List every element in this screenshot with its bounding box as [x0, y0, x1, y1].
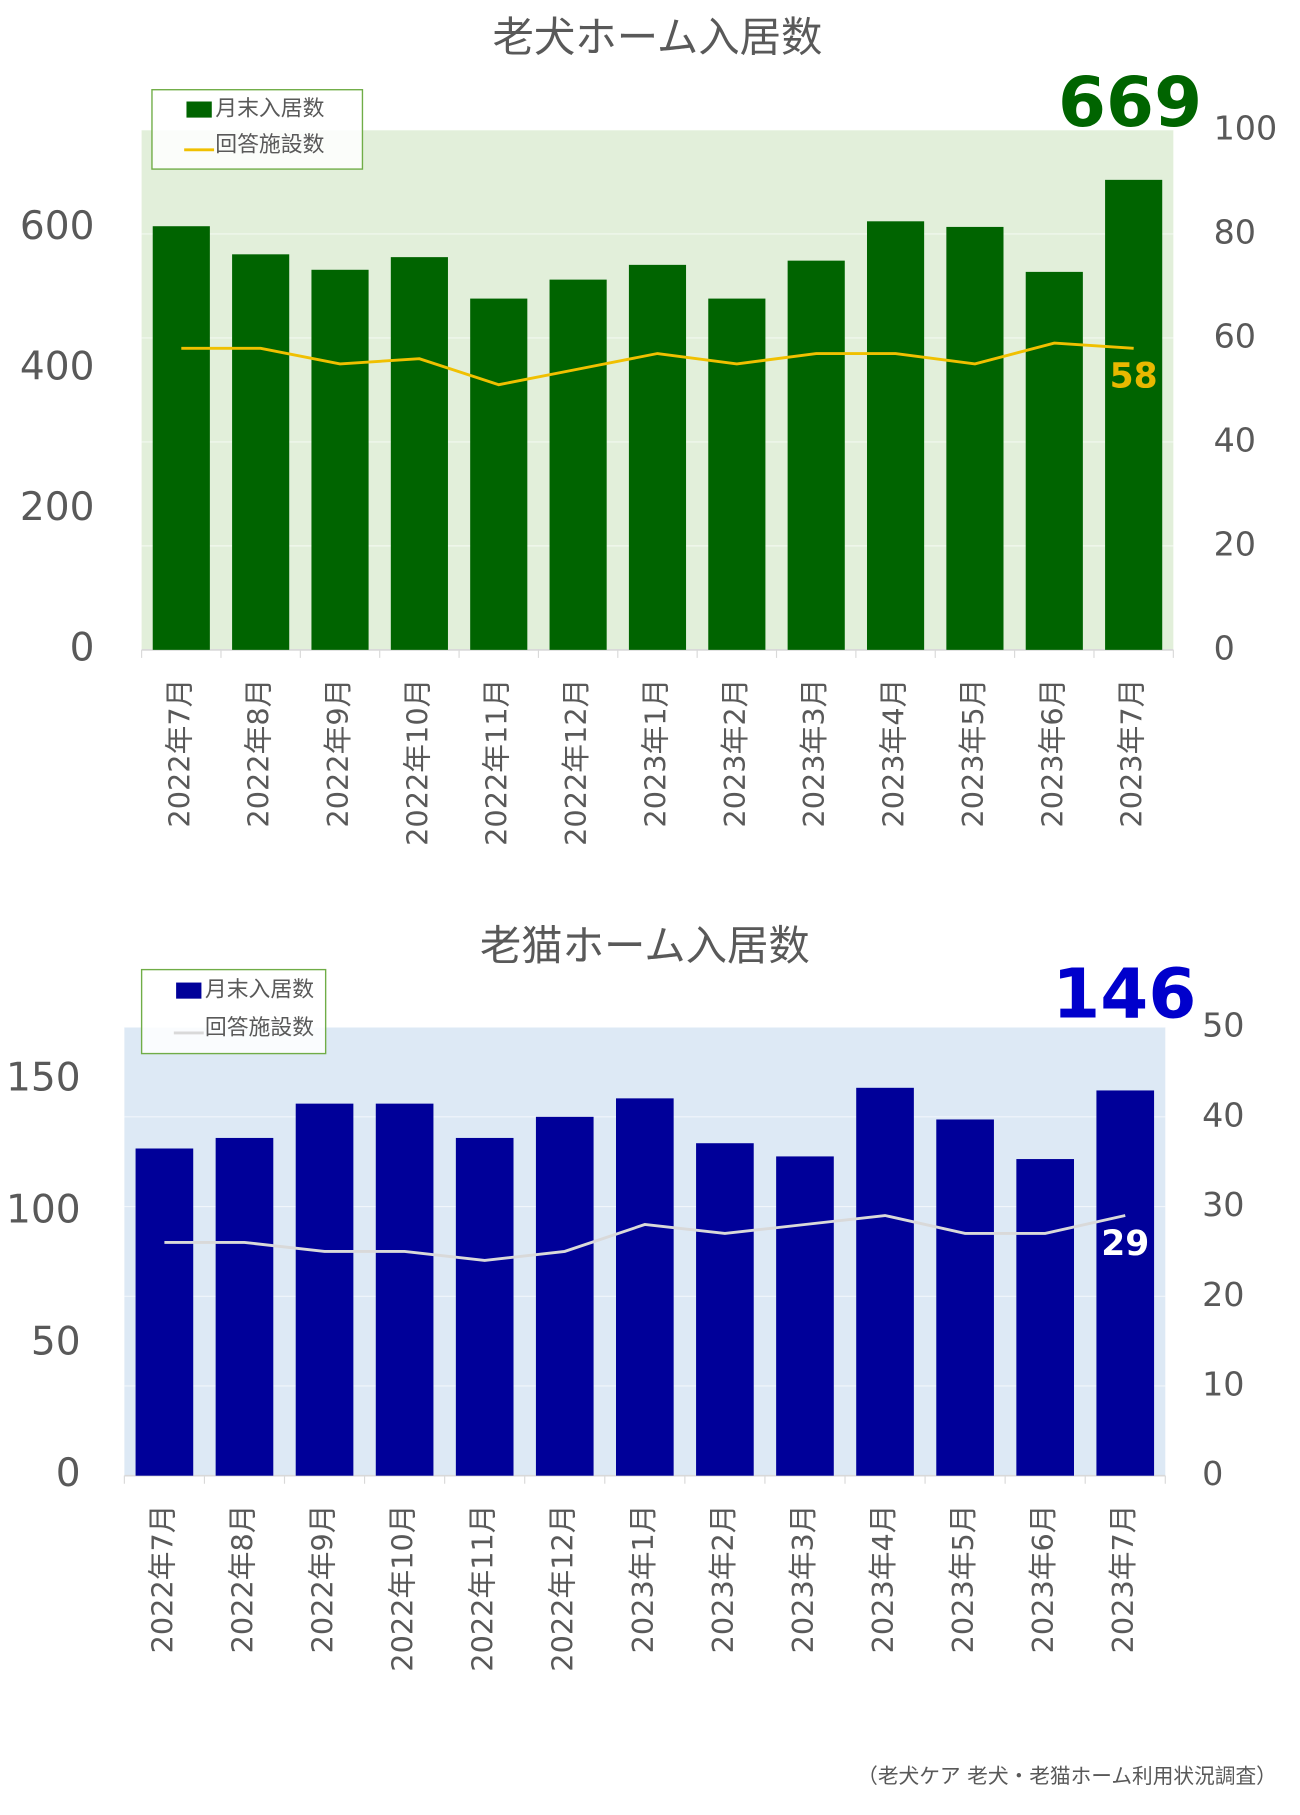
bar	[787, 260, 845, 650]
y2-tick-label: 30	[1202, 1185, 1244, 1224]
x-tick-label: 2023年1月	[638, 679, 672, 828]
highlight-value: 669	[1058, 63, 1202, 143]
y2-tick-label: 80	[1214, 212, 1256, 251]
bar	[1016, 1159, 1075, 1476]
x-tick-label: 2023年3月	[797, 679, 831, 828]
highlight-value: 146	[1052, 954, 1196, 1034]
bar	[856, 1087, 914, 1476]
x-tick-label: 2022年7月	[162, 679, 196, 828]
legend-box	[140, 968, 327, 1055]
bar	[470, 298, 528, 650]
x-tick-label: 2023年7月	[1106, 1504, 1140, 1653]
bar	[135, 1148, 194, 1476]
legend-label: 回答施設数	[205, 1015, 314, 1040]
y2-tick-label: 50	[1202, 1006, 1244, 1045]
bar	[1096, 1090, 1155, 1476]
bar	[215, 1137, 274, 1476]
x-tick-label: 2023年3月	[786, 1504, 820, 1653]
y-tick-label: 600	[20, 204, 95, 249]
x-tick-label: 2022年9月	[321, 679, 355, 828]
x-tick-label: 2022年12月	[546, 1504, 580, 1671]
bar	[295, 1103, 354, 1476]
legend-label: 月末入居数	[215, 97, 324, 122]
bar	[615, 1098, 674, 1476]
y2-tick-label: 20	[1214, 524, 1256, 563]
y2-tick-label: 0	[1202, 1454, 1223, 1493]
y-tick-label: 150	[6, 1055, 81, 1100]
bar	[535, 1116, 594, 1476]
x-tick-label: 2022年11月	[480, 679, 514, 846]
y2-tick-label: 40	[1214, 420, 1256, 459]
bar	[628, 264, 687, 650]
x-tick-label: 2022年12月	[559, 679, 593, 846]
x-tick-label: 2023年1月	[626, 1504, 660, 1653]
bar	[866, 221, 925, 650]
bar	[696, 1143, 754, 1476]
x-tick-label: 2022年10月	[386, 1504, 420, 1671]
y2-tick-label: 20	[1202, 1275, 1244, 1314]
x-tick-label: 2023年5月	[956, 679, 990, 828]
y-tick-label: 0	[56, 1451, 81, 1496]
legend-label: 月末入居数	[205, 978, 314, 1003]
bar	[232, 254, 290, 650]
y-tick-label: 100	[6, 1187, 81, 1232]
legend-swatch	[176, 982, 202, 999]
x-tick-label: 2022年11月	[466, 1504, 500, 1671]
y-tick-label: 50	[31, 1319, 81, 1364]
x-tick-label: 2023年4月	[877, 679, 911, 828]
y-tick-label: 200	[20, 485, 95, 530]
y2-tick-label: 100	[1214, 108, 1278, 147]
y-tick-label: 400	[20, 344, 95, 389]
bar	[549, 279, 607, 650]
legend-swatch	[186, 101, 212, 118]
x-tick-label: 2023年4月	[866, 1504, 900, 1653]
y-tick-label: 0	[70, 625, 95, 670]
line-end-value: 58	[1110, 357, 1158, 397]
bar	[936, 1119, 994, 1476]
bar	[1025, 271, 1083, 650]
x-tick-label: 2023年6月	[1035, 679, 1069, 828]
line-end-value: 29	[1101, 1224, 1149, 1264]
bar	[311, 269, 369, 650]
line-series	[164, 1214, 1126, 1262]
bar	[152, 226, 210, 650]
x-tick-label: 2023年5月	[946, 1504, 980, 1653]
x-tick-label: 2022年10月	[400, 679, 434, 846]
x-tick-label: 2023年2月	[718, 679, 752, 828]
x-tick-label: 2022年8月	[242, 679, 276, 828]
x-tick-label: 2023年2月	[706, 1504, 740, 1653]
bar	[390, 257, 448, 650]
x-tick-label: 2022年7月	[145, 1504, 179, 1653]
x-tick-label: 2022年9月	[306, 1504, 340, 1653]
chart-title: 老猫ホーム入居数	[480, 922, 810, 970]
bar	[776, 1156, 834, 1476]
bar	[375, 1103, 434, 1476]
y2-tick-label: 60	[1214, 316, 1256, 355]
bar	[946, 226, 1004, 650]
y2-tick-label: 10	[1202, 1364, 1244, 1403]
footnote: （老犬ケア 老犬・老猫ホーム利用状況調査）	[857, 1764, 1277, 1788]
legend-label: 回答施設数	[215, 132, 324, 157]
chart-title: 老犬ホーム入居数	[493, 13, 823, 61]
bar	[455, 1137, 514, 1476]
line-series	[181, 341, 1134, 387]
y2-tick-label: 0	[1214, 628, 1235, 667]
x-tick-label: 2022年8月	[225, 1504, 259, 1653]
bar	[1105, 179, 1163, 650]
x-tick-label: 2023年6月	[1026, 1504, 1060, 1653]
x-tick-label: 2023年7月	[1115, 679, 1149, 828]
y2-tick-label: 40	[1202, 1095, 1244, 1134]
bar	[708, 298, 766, 650]
